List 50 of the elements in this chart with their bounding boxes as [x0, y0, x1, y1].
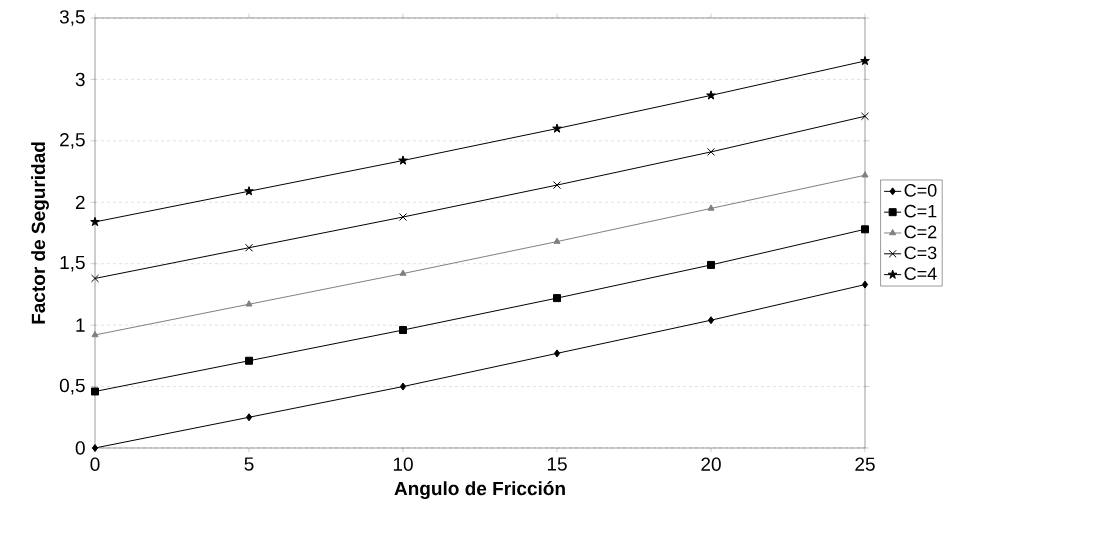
legend-label: C=0: [904, 183, 937, 197]
point: [91, 387, 100, 396]
y-tick-label: 2,5: [60, 133, 85, 149]
point: [398, 155, 408, 165]
y-tick-label: 1,5: [60, 255, 85, 272]
point: [399, 269, 407, 276]
point: [399, 382, 407, 391]
point: [861, 280, 869, 289]
point: [706, 90, 716, 100]
legend-label: C=2: [904, 225, 937, 239]
point: [245, 300, 253, 307]
point: [707, 204, 715, 211]
point: [553, 294, 562, 303]
point: [245, 413, 253, 422]
y-tick-label: 2: [75, 195, 85, 209]
x-tick-label: 25: [855, 457, 875, 471]
point: [244, 186, 254, 196]
point: [706, 147, 716, 156]
point: [90, 216, 100, 227]
point: [91, 443, 99, 452]
x-tick-label: 20: [701, 457, 721, 471]
point: [552, 123, 562, 133]
x-tick-label: 10: [393, 457, 413, 471]
point: [244, 243, 254, 252]
y-axis-title: Factor de Seguridad: [31, 142, 49, 324]
x-tick-label: 15: [547, 457, 567, 471]
legend-label: C=3: [904, 246, 937, 260]
y-tick-label: 3: [75, 72, 85, 87]
point: [860, 55, 870, 66]
x-tick-label: 0: [90, 457, 100, 471]
point: [553, 237, 561, 244]
point: [91, 330, 99, 338]
y-tick-label: 1: [76, 318, 85, 332]
y-tick-label: 0,5: [59, 378, 85, 395]
point: [245, 356, 254, 365]
point: [90, 274, 100, 283]
y-tick-label: 0: [75, 441, 85, 455]
legend-label: C=4: [904, 267, 937, 280]
point: [861, 225, 869, 234]
x-tick-label: 5: [244, 457, 254, 471]
point: [707, 316, 715, 325]
y-tick-label: 3,5: [59, 10, 85, 26]
point: [553, 349, 561, 358]
legend-label: C=1: [904, 204, 937, 218]
point: [399, 326, 408, 335]
point: [707, 260, 715, 269]
point: [861, 171, 869, 178]
point: [552, 181, 562, 190]
point: [860, 112, 870, 121]
x-axis-title: Angulo de Fricción: [394, 481, 565, 500]
